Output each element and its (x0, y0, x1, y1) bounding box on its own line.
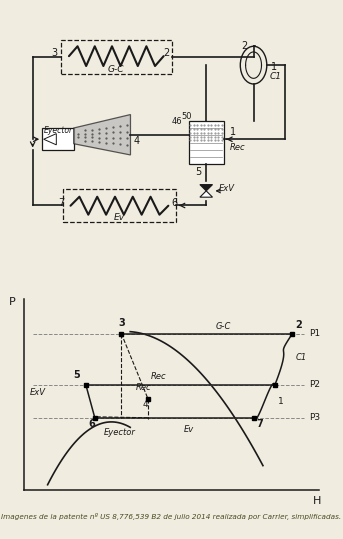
Text: H: H (313, 496, 321, 506)
Text: Imagenes de la patente nº US 8,776,539 B2 de julio 2014 realizada por Carrier, s: Imagenes de la patente nº US 8,776,539 B… (1, 513, 342, 520)
Text: 7: 7 (58, 198, 64, 208)
Text: 6: 6 (172, 198, 178, 208)
Text: 3: 3 (52, 48, 58, 58)
Text: Rec: Rec (136, 383, 152, 392)
Text: 3: 3 (118, 318, 125, 328)
Text: Eyector: Eyector (43, 126, 72, 135)
Text: Ev: Ev (114, 213, 125, 222)
Bar (63, 189, 176, 223)
Text: Rec: Rec (230, 143, 246, 153)
Text: 4: 4 (142, 400, 148, 409)
Text: Ev: Ev (183, 425, 193, 434)
Text: Eyector: Eyector (104, 428, 135, 437)
Text: 4: 4 (134, 136, 140, 146)
Text: G-C: G-C (216, 322, 231, 331)
Bar (189, 121, 224, 164)
Text: 1: 1 (230, 127, 236, 137)
Text: P2: P2 (309, 380, 320, 389)
Text: 5: 5 (74, 370, 81, 379)
Text: 6: 6 (88, 419, 95, 430)
Text: 1: 1 (271, 61, 277, 72)
Polygon shape (44, 134, 56, 145)
Polygon shape (200, 184, 213, 191)
Text: P1: P1 (309, 328, 320, 337)
Text: 50: 50 (181, 112, 191, 121)
Text: 2: 2 (164, 48, 170, 58)
Polygon shape (74, 115, 130, 155)
Bar (61, 40, 172, 74)
Text: P: P (9, 297, 16, 307)
Text: 46: 46 (172, 116, 182, 126)
Text: P3: P3 (309, 413, 320, 421)
Polygon shape (200, 191, 213, 197)
Text: 2: 2 (241, 42, 247, 51)
Text: 5: 5 (195, 167, 201, 177)
Text: 7: 7 (257, 419, 263, 430)
Text: 1: 1 (278, 397, 283, 406)
Text: C1: C1 (269, 72, 281, 81)
Text: G-C: G-C (108, 65, 125, 74)
Text: C1: C1 (295, 354, 307, 362)
Text: Rec: Rec (151, 371, 166, 381)
Text: 2: 2 (295, 320, 302, 330)
Text: ExV: ExV (219, 184, 235, 193)
Text: ExV: ExV (30, 388, 46, 397)
Bar (42, 128, 74, 150)
